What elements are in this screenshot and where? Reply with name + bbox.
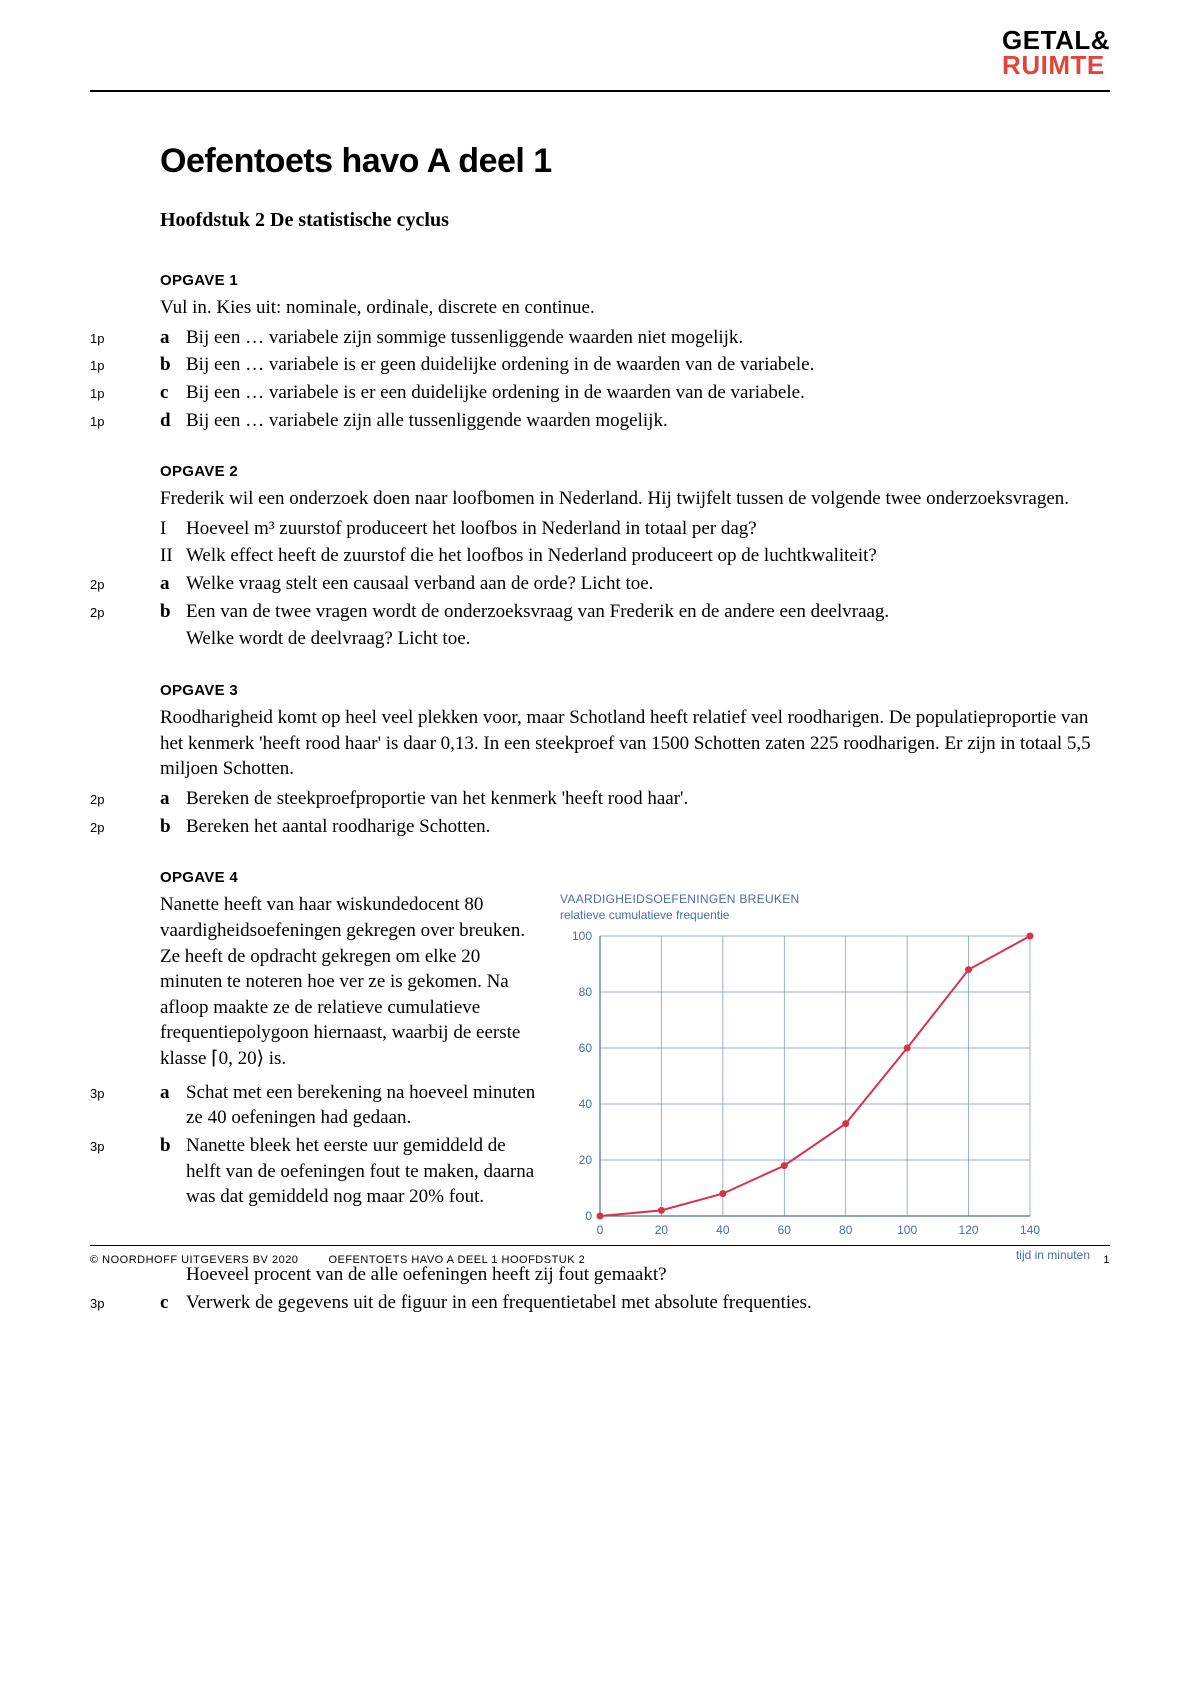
question-letter: c xyxy=(160,380,186,406)
svg-text:0: 0 xyxy=(597,1223,604,1237)
roman-numeral: I xyxy=(160,516,186,542)
question-letter: a xyxy=(160,571,186,597)
question-extra: Welke wordt de deelvraag? Licht toe. xyxy=(160,626,1100,652)
question-letter: b xyxy=(160,352,186,378)
roman-numeral: II xyxy=(160,543,186,569)
question-text: Bereken de steekproefproportie van het k… xyxy=(186,786,1100,812)
brand-logo: GETAL& RUIMTE xyxy=(1002,28,1110,77)
question-letter: d xyxy=(160,408,186,434)
text-column: Nanette heeft van haar wiskundedocent 80… xyxy=(160,892,540,1262)
question-text: Schat met een berekening na hoeveel minu… xyxy=(186,1080,540,1131)
question-row: 1p b Bij een … variabele is er geen duid… xyxy=(160,352,1100,378)
points-label: 1p xyxy=(90,413,130,431)
svg-text:40: 40 xyxy=(716,1223,730,1237)
question-text: Een van de twee vragen wordt de onderzoe… xyxy=(186,599,1100,625)
svg-text:20: 20 xyxy=(655,1223,669,1237)
roman-text: Hoeveel m³ zuurstof produceert het loofb… xyxy=(186,516,1100,542)
svg-text:100: 100 xyxy=(572,929,592,943)
svg-text:0: 0 xyxy=(585,1209,592,1223)
page-footer: © NOORDHOFF UITGEVERS BV 2020 OEFENTOETS… xyxy=(90,1245,1110,1266)
question-row: 3p a Schat met een berekening na hoeveel… xyxy=(160,1080,540,1131)
page-subtitle: Hoofdstuk 2 De statistische cyclus xyxy=(160,209,1100,232)
question-letter: a xyxy=(160,786,186,812)
question-letter: a xyxy=(160,1080,186,1106)
points-label: 1p xyxy=(90,357,130,375)
footer-left: © NOORDHOFF UITGEVERS BV 2020 OEFENTOETS… xyxy=(90,1254,585,1266)
question-row: 1p a Bij een … variabele zijn sommige tu… xyxy=(160,325,1100,351)
page: GETAL& RUIMTE Oefentoets havo A deel 1 H… xyxy=(0,0,1200,1316)
logo-line1: GETAL& xyxy=(1002,28,1110,53)
question-letter: b xyxy=(160,1133,186,1159)
question-letter: b xyxy=(160,814,186,840)
two-column-layout: Nanette heeft van haar wiskundedocent 80… xyxy=(160,892,1100,1262)
page-title: Oefentoets havo A deel 1 xyxy=(160,142,1100,181)
question-row: 2p a Bereken de steekproefproportie van … xyxy=(160,786,1100,812)
question-row: 1p c Bij een … variabele is er een duide… xyxy=(160,380,1100,406)
opgave-2: OPGAVE 2 Frederik wil een onderzoek doen… xyxy=(160,463,1100,652)
svg-text:60: 60 xyxy=(579,1041,593,1055)
question-row: 2p b Bereken het aantal roodharige Schot… xyxy=(160,814,1100,840)
svg-text:80: 80 xyxy=(579,985,593,999)
frequency-chart: 0 20 40 60 80 100 0 20 40 60 80 100 120 140 xyxy=(560,926,1040,1241)
question-row: 2p b Een van de twee vragen wordt de ond… xyxy=(160,599,1100,625)
logo-line2: RUIMTE xyxy=(1002,53,1110,78)
svg-text:120: 120 xyxy=(959,1223,979,1237)
opgave-intro: Nanette heeft van haar wiskundedocent 80… xyxy=(160,892,540,1071)
question-row: 3p b Nanette bleek het eerste uur gemidd… xyxy=(160,1133,540,1210)
opgave-1: OPGAVE 1 Vul in. Kies uit: nominale, ord… xyxy=(160,272,1100,433)
question-row: 1p d Bij een … variabele zijn alle tusse… xyxy=(160,408,1100,434)
question-row: 3p c Verwerk de gegevens uit de figuur i… xyxy=(160,1290,1100,1316)
question-post: Hoeveel procent van de alle oefeningen h… xyxy=(160,1262,1100,1288)
svg-text:140: 140 xyxy=(1020,1223,1040,1237)
chart-column: VAARDIGHEIDSOEFENINGEN BREUKEN relatieve… xyxy=(560,892,1100,1262)
points-label: 3p xyxy=(90,1138,130,1156)
question-post-text: Hoeveel procent van de alle oefeningen h… xyxy=(186,1262,1100,1288)
footer-copyright: © NOORDHOFF UITGEVERS BV 2020 xyxy=(90,1254,298,1266)
question-text: Bij een … variabele is er een duidelijke… xyxy=(186,380,1100,406)
question-row: 2p a Welke vraag stelt een causaal verba… xyxy=(160,571,1100,597)
question-letter: b xyxy=(160,599,186,625)
roman-text: Welk effect heeft de zuurstof die het lo… xyxy=(186,543,1100,569)
question-text: Bij een … variabele zijn sommige tussenl… xyxy=(186,325,1100,351)
svg-text:20: 20 xyxy=(579,1153,593,1167)
svg-text:60: 60 xyxy=(778,1223,792,1237)
points-label: 3p xyxy=(90,1295,130,1313)
points-label: 2p xyxy=(90,819,130,837)
question-text: Verwerk de gegevens uit de figuur in een… xyxy=(186,1290,1100,1316)
opgave-heading: OPGAVE 4 xyxy=(160,869,1100,886)
question-letter: c xyxy=(160,1290,186,1316)
question-extra-text: Welke wordt de deelvraag? Licht toe. xyxy=(186,626,1100,652)
points-label: 1p xyxy=(90,385,130,403)
chart-title: VAARDIGHEIDSOEFENINGEN BREUKEN xyxy=(560,892,1100,906)
points-label: 2p xyxy=(90,604,130,622)
header-rule xyxy=(90,90,1110,92)
opgave-heading: OPGAVE 1 xyxy=(160,272,1100,289)
chart-subtitle: relatieve cumulatieve frequentie xyxy=(560,908,1100,922)
question-text: Welke vraag stelt een causaal verband aa… xyxy=(186,571,1100,597)
points-label: 2p xyxy=(90,576,130,594)
opgave-heading: OPGAVE 2 xyxy=(160,463,1100,480)
points-label: 1p xyxy=(90,330,130,348)
question-text: Bereken het aantal roodharige Schotten. xyxy=(186,814,1100,840)
points-label: 2p xyxy=(90,791,130,809)
question-text: Bij een … variabele zijn alle tussenligg… xyxy=(186,408,1100,434)
points-label: 3p xyxy=(90,1085,130,1103)
roman-row: II Welk effect heeft de zuurstof die het… xyxy=(160,543,1100,569)
question-letter: a xyxy=(160,325,186,351)
opgave-heading: OPGAVE 3 xyxy=(160,682,1100,699)
opgave-intro: Vul in. Kies uit: nominale, ordinale, di… xyxy=(160,295,1100,321)
footer-page-number: 1 xyxy=(1103,1254,1110,1266)
question-text: Nanette bleek het eerste uur gemiddeld d… xyxy=(186,1133,540,1210)
svg-text:100: 100 xyxy=(897,1223,917,1237)
opgave-3: OPGAVE 3 Roodharigheid komt op heel veel… xyxy=(160,682,1100,839)
content-area: Oefentoets havo A deel 1 Hoofdstuk 2 De … xyxy=(160,142,1100,1316)
opgave-intro: Frederik wil een onderzoek doen naar loo… xyxy=(160,486,1100,512)
svg-text:40: 40 xyxy=(579,1097,593,1111)
svg-text:80: 80 xyxy=(839,1223,853,1237)
question-text: Bij een … variabele is er geen duidelijk… xyxy=(186,352,1100,378)
opgave-intro: Roodharigheid komt op heel veel plekken … xyxy=(160,705,1100,782)
footer-doc: OEFENTOETS HAVO A DEEL 1 HOOFDSTUK 2 xyxy=(328,1254,585,1266)
roman-row: I Hoeveel m³ zuurstof produceert het loo… xyxy=(160,516,1100,542)
